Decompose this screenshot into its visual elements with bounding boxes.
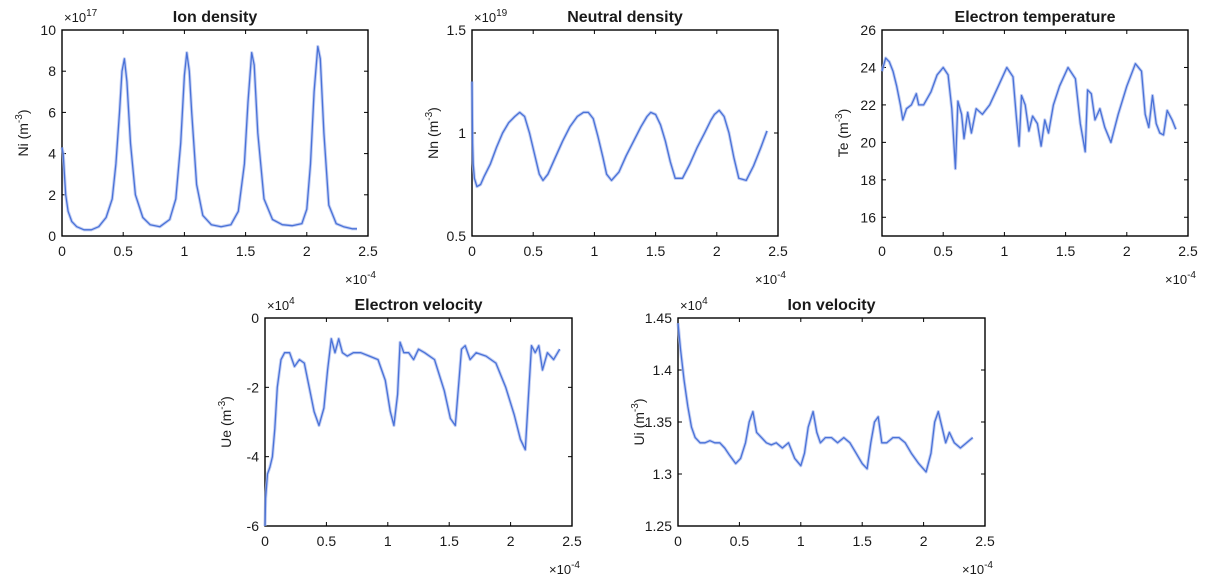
y-tick-label: 18 (860, 172, 876, 188)
y-axis-multiplier: ×1019 (474, 8, 508, 25)
series-line-1 (264, 338, 561, 527)
x-axis-multiplier: ×10-4 (345, 270, 376, 287)
y-axis-label-group: Ni (m-3) (14, 109, 31, 156)
x-tick-label: 0 (468, 243, 476, 259)
y-axis-label: Ue (m-3) (217, 396, 234, 448)
y-tick-label: 1.45 (645, 310, 672, 326)
y-tick-label: 1.25 (645, 518, 672, 534)
y-tick-label: 1.5 (447, 22, 467, 38)
x-tick-label: 0 (674, 533, 682, 549)
y-axis-label: Ui (m-3) (630, 398, 647, 445)
x-tick-label: 2.5 (975, 533, 995, 549)
y-axis-label: Ni (m-3) (14, 109, 31, 156)
x-tick-label: 1 (1001, 243, 1009, 259)
y-tick-label: 22 (860, 97, 876, 113)
x-tick-label: 1.5 (439, 533, 459, 549)
chart-panel-4: Electron velocity 0 0.5 1 1.5 2 2.5 -6 -4 -2 0 Ue (… (217, 296, 582, 577)
y-tick-label: 6 (48, 104, 56, 120)
y-tick-label: 10 (40, 22, 56, 38)
y-tick-label: 20 (860, 134, 876, 150)
x-tick-label: 1.5 (1056, 243, 1076, 259)
y-tick-label: -6 (247, 518, 260, 534)
x-tick-label: 1 (181, 243, 189, 259)
y-tick-label: 24 (860, 59, 876, 75)
plot-frame (264, 317, 573, 527)
plot-frame (881, 29, 1189, 237)
plot-frame (61, 29, 369, 237)
chart-title: Electron velocity (354, 297, 482, 314)
x-tick-label: 0.5 (317, 533, 337, 549)
x-axis-multiplier: ×10-4 (1165, 270, 1196, 287)
x-tick-label: 1 (591, 243, 599, 259)
chart-title: Ion density (173, 9, 258, 26)
chart-title: Neutral density (567, 9, 683, 26)
y-tick-label: 0 (251, 310, 259, 326)
y-axis-label: Nn (m-3) (424, 107, 441, 159)
x-tick-label: 1.5 (236, 243, 256, 259)
y-tick-label: 1.35 (645, 414, 672, 430)
x-tick-label: 0.5 (730, 533, 750, 549)
x-axis-multiplier: ×10-4 (755, 270, 786, 287)
series-line-1 (471, 81, 768, 188)
chart-panel-5: Ion velocity 0 0.5 1 1.5 2 2.5 1.25 1.3 1.35 1.4 1.… (630, 296, 995, 577)
y-tick-label: 0.5 (447, 228, 467, 244)
x-tick-label: 2 (713, 243, 721, 259)
x-tick-label: 0 (261, 533, 269, 549)
y-axis-label: Te (m-3) (834, 109, 851, 158)
series-band (263, 337, 562, 527)
series-band (60, 44, 357, 232)
x-tick-label: 0.5 (933, 243, 953, 259)
y-axis-label-group: Nn (m-3) (424, 107, 441, 159)
y-tick-label: 1 (458, 125, 466, 141)
x-tick-label: 2.5 (562, 533, 582, 549)
x-tick-label: 0.5 (113, 243, 133, 259)
x-tick-label: 2.5 (1178, 243, 1198, 259)
x-tick-label: 2 (303, 243, 311, 259)
x-tick-label: 2.5 (768, 243, 788, 259)
x-tick-label: 2 (507, 533, 515, 549)
y-axis-multiplier: ×1017 (64, 8, 98, 25)
chart-panel-3: Electron temperature 0 0.5 1 1.5 2 2.5 16 18 20 22… (834, 9, 1198, 287)
series-line-1 (61, 45, 357, 231)
y-axis-label-group: Ue (m-3) (217, 396, 234, 448)
y-tick-label: 0 (48, 228, 56, 244)
series-line-1 (677, 323, 974, 473)
y-tick-label: 1.3 (653, 466, 673, 482)
y-axis-multiplier: ×104 (267, 296, 295, 313)
series-band (676, 323, 974, 474)
y-tick-label: 8 (48, 63, 56, 79)
x-axis-multiplier: ×10-4 (549, 560, 580, 577)
plot-frame (471, 29, 779, 237)
plot-frame (677, 317, 986, 527)
x-tick-label: 2 (920, 533, 928, 549)
chart-panel-1: Ion density 0 0.5 1 1.5 2 2.5 0 2 4 6 8 10 Ni (m-3) ×1… (14, 8, 378, 287)
x-tick-label: 0 (58, 243, 66, 259)
y-axis-label-group: Te (m-3) (834, 109, 851, 158)
chart-title: Ion velocity (787, 297, 875, 314)
x-tick-label: 1 (384, 533, 392, 549)
y-axis-multiplier: ×104 (680, 296, 708, 313)
x-axis-multiplier: ×10-4 (962, 560, 993, 577)
y-tick-label: -2 (247, 379, 260, 395)
y-tick-label: 4 (48, 146, 56, 162)
x-tick-label: 0 (878, 243, 886, 259)
x-tick-label: 2.5 (358, 243, 378, 259)
y-tick-label: 2 (48, 187, 56, 203)
x-tick-label: 0.5 (523, 243, 543, 259)
x-tick-label: 1.5 (852, 533, 872, 549)
y-axis-label-group: Ui (m-3) (630, 398, 647, 445)
y-tick-label: -4 (247, 449, 260, 465)
x-tick-label: 2 (1123, 243, 1131, 259)
y-tick-label: 1.4 (653, 362, 673, 378)
x-tick-label: 1.5 (646, 243, 666, 259)
y-tick-label: 26 (860, 22, 876, 38)
y-tick-label: 16 (860, 209, 876, 225)
chart-title: Electron temperature (955, 9, 1116, 26)
series-line-1 (881, 57, 1177, 170)
x-tick-label: 1 (797, 533, 805, 549)
